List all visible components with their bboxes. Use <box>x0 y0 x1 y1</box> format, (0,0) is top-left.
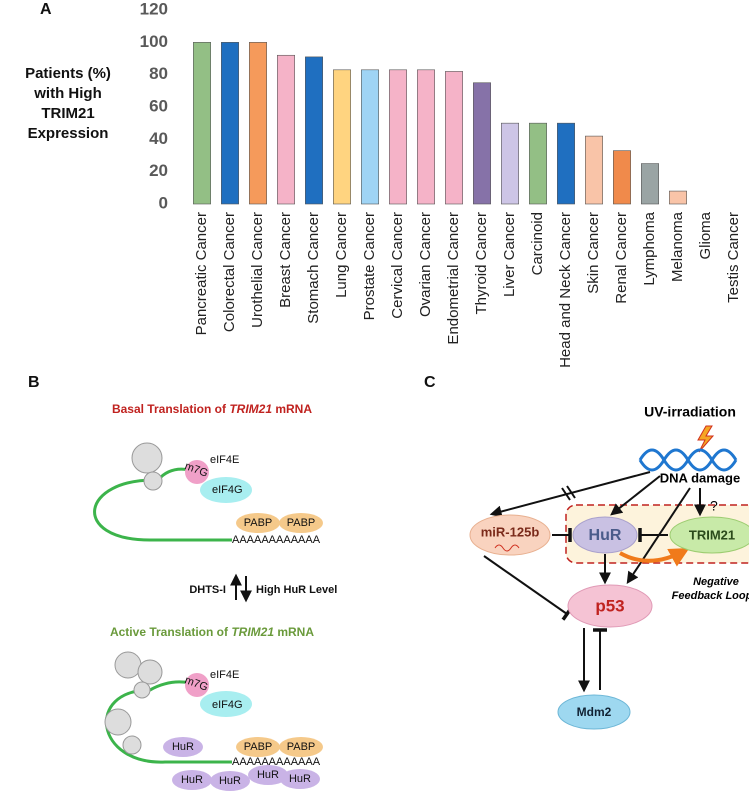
bar <box>669 190 687 205</box>
node-label: miR-125b <box>481 524 540 539</box>
y-axis-label: Patients (%) <box>25 65 111 82</box>
x-tick-label: Renal Cancer <box>613 212 630 304</box>
x-tick-label: Carcinoid <box>529 212 546 275</box>
diagram-title: Active Translation of TRIM21 mRNA <box>110 625 314 639</box>
y-tick-label: 40 <box>149 129 168 148</box>
node-label: eIF4G <box>212 484 243 496</box>
node-label: p53 <box>595 596 624 615</box>
y-tick-label: 100 <box>140 32 168 51</box>
bar <box>277 54 295 205</box>
node-label: DNA damage <box>660 470 740 485</box>
x-tick-label: Ovarian Cancer <box>417 212 434 317</box>
bar <box>305 56 323 205</box>
node-label: eIF4E <box>210 454 239 466</box>
x-tick-label: Head and Neck Cancer <box>557 212 574 368</box>
bar <box>501 122 519 205</box>
bar <box>249 42 267 205</box>
x-tick-label: Endometrial Cancer <box>445 212 462 345</box>
panel-label: A <box>40 1 52 18</box>
diagram-title: Basal Translation of TRIM21 mRNA <box>112 402 312 416</box>
node-label: eIF4E <box>210 669 239 681</box>
node-label: PABP <box>287 517 316 529</box>
bar <box>417 69 435 205</box>
x-tick-label: Testis Cancer <box>725 212 742 303</box>
x-tick-label: Liver Cancer <box>501 212 518 297</box>
node-label: PABP <box>244 517 273 529</box>
node-label: PABP <box>244 741 273 753</box>
node-label: Mdm2 <box>577 705 612 719</box>
x-tick-label: Urothelial Cancer <box>249 212 266 328</box>
bar <box>361 69 379 205</box>
arrow-label: High HuR Level <box>256 584 337 596</box>
x-tick-label: Pancreatic Cancer <box>193 212 210 335</box>
bar <box>613 150 631 205</box>
y-tick-label: 60 <box>149 96 168 115</box>
note: Feedback Loop <box>672 590 749 602</box>
x-tick-label: Colorectal Cancer <box>221 212 238 332</box>
bar <box>529 122 547 205</box>
y-tick-label: 20 <box>149 161 168 180</box>
node-label: HuR <box>219 775 241 787</box>
x-tick-label: Stomach Cancer <box>305 212 322 324</box>
arrow-label: DHTS-I <box>189 584 226 596</box>
x-tick-label: Lymphoma <box>641 211 658 285</box>
panel-label: C <box>424 374 436 391</box>
node-label: PABP <box>287 741 316 753</box>
bar <box>445 71 463 205</box>
bar <box>221 42 239 205</box>
node-label: ? <box>710 498 718 514</box>
y-tick-label: 0 <box>159 193 168 212</box>
bar <box>585 135 603 205</box>
node-label: HuR <box>289 773 311 785</box>
bar <box>557 122 575 205</box>
panel-c: UV-irradiation DNA damage ? miR-125b HuR… <box>469 404 749 730</box>
y-axis-label: Expression <box>28 125 109 142</box>
node-label: HuR <box>257 769 279 781</box>
panel-b: Basal Translation of TRIM21 mRNA m7G eIF… <box>93 402 337 791</box>
node-label: AAAAAAAAAAAA <box>232 756 321 768</box>
x-tick-label: Breast Cancer <box>277 212 294 308</box>
bar <box>389 69 407 205</box>
y-axis-label: with High <box>33 85 102 102</box>
node-label: HuR <box>589 527 622 544</box>
node-label: UV-irradiation <box>644 404 736 420</box>
x-tick-label: Thyroid Cancer <box>473 212 490 315</box>
x-tick-label: Melanoma <box>669 211 686 282</box>
x-tick-label: Prostate Cancer <box>361 212 378 320</box>
note: Negative <box>693 576 739 588</box>
panel-label: B <box>28 374 40 391</box>
bar <box>193 42 211 205</box>
y-axis-label: TRIM21 <box>41 105 94 122</box>
node-label: AAAAAAAAAAAA <box>232 534 321 546</box>
y-tick-label: 120 <box>140 0 168 18</box>
node-label: TRIM21 <box>689 527 735 542</box>
x-tick-label: Skin Cancer <box>585 212 602 294</box>
y-tick-label: 80 <box>149 64 168 83</box>
node-label: HuR <box>181 774 203 786</box>
bar <box>641 163 659 205</box>
node-label: eIF4G <box>212 699 243 711</box>
bar <box>473 82 491 205</box>
x-tick-label: Lung Cancer <box>333 212 350 298</box>
x-tick-label: Cervical Cancer <box>389 212 406 319</box>
x-tick-label: Glioma <box>697 211 714 259</box>
bar <box>333 69 351 205</box>
node-label: HuR <box>172 741 194 753</box>
